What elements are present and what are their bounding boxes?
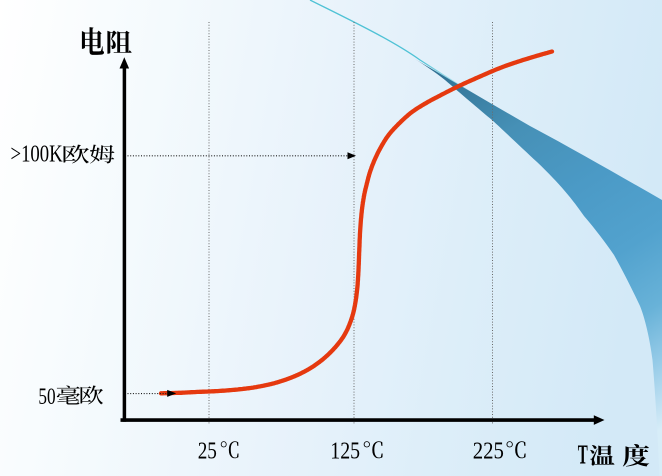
svg-text:T: T (578, 440, 588, 470)
svg-text:>100K: >100K (11, 142, 64, 168)
svg-text:50: 50 (38, 384, 55, 409)
svg-text:125: 125 (330, 438, 360, 464)
svg-text:25: 25 (198, 438, 217, 464)
svg-text:225: 225 (473, 438, 504, 464)
